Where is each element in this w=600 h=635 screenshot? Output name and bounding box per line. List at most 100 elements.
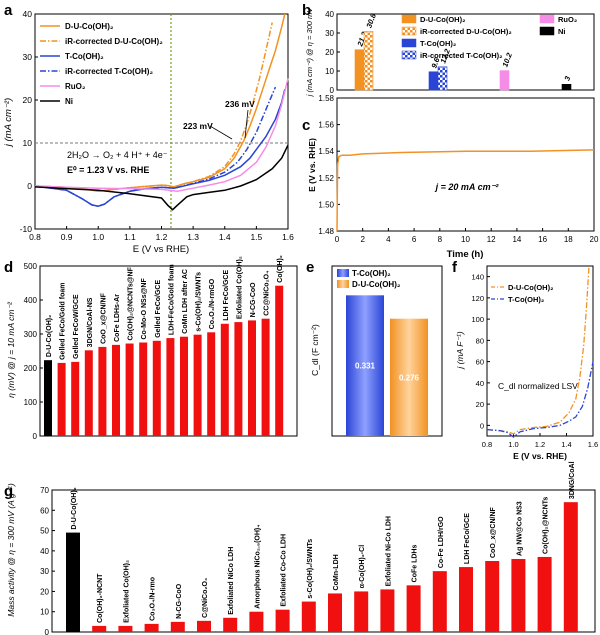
panel-e-bar-value: 0.331 — [355, 362, 376, 371]
panel-c-xtick-label: 14 — [512, 235, 521, 244]
panel-b-legend-label: iR-corrected T-Co(OH)₂ — [420, 51, 503, 60]
panel-b-bar — [561, 84, 572, 91]
panel-d-bar — [275, 285, 284, 436]
panel-e-frame — [331, 265, 443, 437]
panel-d-bar-label: 3DGN/CoAl-NS — [87, 297, 94, 347]
panel-b-bar — [437, 66, 448, 91]
panel-b-legend-swatch — [401, 26, 417, 36]
panel-g-ytick-label: 50 — [40, 527, 49, 536]
panel-f-series-line — [486, 361, 594, 438]
panel-g-bar — [66, 532, 80, 632]
panel-d-bar — [248, 320, 256, 436]
panel-f-ytick-label: 60 — [476, 358, 484, 367]
panel-f-ytick-label: 80 — [476, 336, 484, 345]
panel-b-ytick-label: 0 — [330, 86, 335, 95]
panel-e-bar-value: 0.276 — [399, 373, 420, 382]
panel-b-legend-label: RuO₂ — [558, 15, 577, 24]
panel-g-bar — [301, 601, 316, 632]
panel-d-bar — [57, 362, 66, 436]
panel-a-xtick-label: 1.2 — [156, 232, 168, 242]
panel-d-ytick-label: 300 — [24, 330, 38, 339]
panel-d-ytick-label: 500 — [24, 262, 38, 271]
panel-g-bar — [406, 585, 421, 632]
panel-e-legend-label: T-Co(OH)₂ — [352, 269, 391, 278]
panel-g-bar — [459, 567, 473, 632]
panel-g-ytick-label: 40 — [40, 547, 49, 556]
panel-g-bar-label: Co(OH)₂@NCNTs — [543, 497, 550, 554]
panel-g-bar-label: Amorphous NiCo₂.₅(OH)₄ — [254, 524, 261, 608]
panel-a-ytick-label: 40 — [23, 9, 33, 19]
panel-d-bar — [125, 343, 134, 436]
panel-g-ytick-label: 30 — [40, 567, 49, 576]
panel-a-xtick-label: 1.5 — [250, 232, 262, 242]
panel-f-ylabel: j (mA F⁻¹) — [455, 331, 465, 369]
panel-d-bar-label: CoO_x@CN/NF — [100, 292, 107, 343]
panel-f-ytick-label: 120 — [471, 294, 484, 303]
panel-d-bar — [98, 346, 107, 436]
panel-letter-c: c — [302, 117, 310, 134]
panel-f-legend-label: T-Co(OH)₂ — [508, 295, 544, 304]
panel-b-legend-swatch — [401, 50, 417, 60]
panel-c-xtick-label: 12 — [487, 235, 496, 244]
panel-g-bar-label: LDH FeCo/GCE — [464, 513, 471, 564]
panel-g-bar-label: Ag NW@Co NS3 — [516, 501, 523, 556]
panel-c-ytick-label: 1.48 — [318, 227, 334, 236]
panel-g-bar — [118, 625, 133, 632]
panel-a-xtick-label: 0.8 — [29, 232, 41, 242]
panel-c-ylabel: E (V vs. RHE) — [307, 138, 317, 192]
panel-a-legend-label: iR-corrected T-Co(OH)₂ — [65, 67, 153, 76]
annotation-236mv: 236 mV — [225, 99, 255, 109]
panel-c-xtick-label: 2 — [360, 235, 365, 244]
panel-b-ytick-label: 40 — [325, 10, 334, 19]
panel-d-bar-label: D-U-Co(OH)₂ — [46, 315, 53, 357]
panel-f-xtick-label: 1.6 — [588, 440, 598, 449]
panel-g-bar — [563, 502, 578, 632]
panel-c-xtick-label: 8 — [438, 235, 443, 244]
panel-g-bar — [328, 593, 342, 632]
panel-d-bar-label: CC@NiCo₂O₄ — [264, 271, 271, 316]
panel-a-ylabel: j (mA cm⁻²) — [3, 98, 14, 148]
panel-c-ytick-label: 1.54 — [318, 147, 334, 156]
panel-d-bar-label: Co₃O₄/N-rmGO — [209, 278, 216, 329]
panel-d-bar-label: Co(OH)₂@NCNTs@NF — [128, 266, 135, 340]
panel-f-ytick-label: 40 — [476, 379, 484, 388]
panel-g-bar — [511, 558, 526, 632]
panel-a-ytick-label: -10 — [20, 224, 33, 234]
annotation-223mv: 223 mV — [183, 121, 213, 131]
panel-a-chart: 0.8 0.9 1.0 1.1 1.2 1.3 1.4 1.5 1.6-10010203040 … — [3, 9, 294, 255]
panel-f-legend-label: D-U-Co(OH)₂ — [508, 283, 553, 292]
panel-c-xtick-label: 18 — [564, 235, 573, 244]
panel-g-bar — [92, 625, 107, 632]
panel-letter-a: a — [4, 2, 13, 19]
panel-a-legend-label: D-U-Co(OH)₂ — [65, 22, 114, 31]
panel-g-bar-label: CoFe LDHs — [412, 545, 419, 583]
panel-a-reaction: 2H₂O → O₂ + 4 H⁺ + 4e⁻ — [67, 150, 168, 160]
panel-a-ytick-label: 0 — [27, 181, 32, 191]
panel-c-series-line — [336, 149, 595, 232]
panel-c-xtick-label: 0 — [335, 235, 340, 244]
panel-b-bar — [428, 71, 439, 91]
arrow-223mv — [209, 125, 233, 140]
panel-d-bar-label: CoFe LDHs-Ar — [114, 294, 121, 342]
panel-c-xtick-label: 16 — [538, 235, 547, 244]
panel-c-frame — [336, 97, 595, 232]
panel-a-legend-label: T-Co(OH)₂ — [65, 52, 104, 61]
panel-e-ylabel: C_dl (F cm⁻²) — [310, 324, 320, 376]
panel-d-bar-label: Gelled FeCo/Gold foam — [60, 282, 67, 359]
panel-g-bar-label: C@NiCo₂O₄ — [202, 578, 209, 618]
panel-g-ytick-label: 0 — [45, 628, 50, 635]
panel-a-series-line — [34, 78, 289, 192]
panel-b-ytick-label: 30 — [325, 29, 334, 38]
panel-g-ytick-label: 70 — [40, 486, 49, 495]
panel-d-ytick-label: 200 — [24, 364, 38, 373]
panel-d-bar — [84, 350, 93, 436]
panel-d-bar — [139, 342, 148, 436]
panel-g-bar-label: 3DNG/CoAl — [569, 461, 576, 499]
panel-d-bar-label: Gelled FeCoW/GCE — [73, 294, 80, 359]
panel-a-potential: E⁰ = 1.23 V vs. RHE — [67, 165, 149, 175]
panel-g-bar-label: Co(OH)₂-NCNT — [97, 573, 104, 623]
panel-g-bar — [197, 620, 211, 632]
panel-e-legend-label: D-U-Co(OH)₂ — [352, 280, 401, 289]
panel-a-series-line — [34, 86, 277, 207]
